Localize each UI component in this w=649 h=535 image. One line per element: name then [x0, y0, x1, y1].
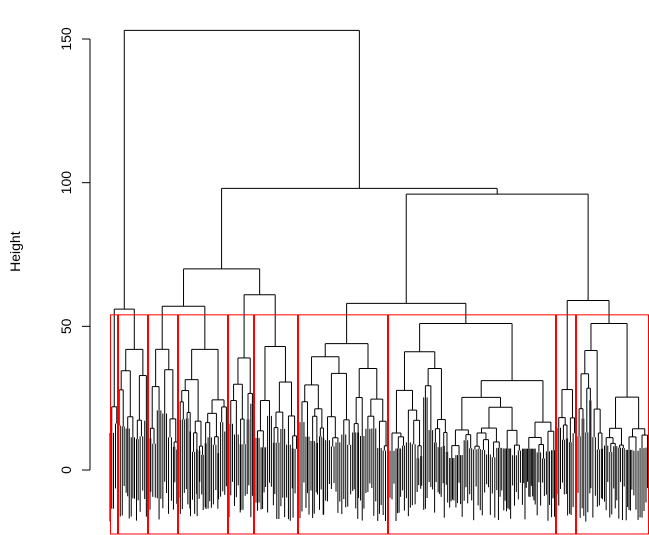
y-tick-label: 100	[58, 171, 74, 195]
cluster-box	[298, 314, 388, 535]
cluster-box	[254, 314, 298, 535]
y-tick-label: 50	[58, 318, 74, 334]
cluster-box	[556, 314, 576, 535]
y-axis-title: Height	[7, 231, 23, 272]
cluster-box	[388, 314, 556, 535]
cluster-box	[110, 314, 118, 535]
cluster-box	[118, 314, 148, 535]
cluster-box	[178, 314, 228, 535]
y-tick-label: 0	[58, 466, 74, 474]
cluster-box	[148, 314, 178, 535]
dendrogram-leaves	[109, 397, 649, 522]
y-tick-label: 150	[58, 27, 74, 51]
y-axis: 0 50 100 150	[58, 27, 91, 474]
dendrogram-branches	[111, 29, 648, 459]
cluster-boxes	[110, 314, 649, 535]
cluster-box	[228, 314, 254, 535]
